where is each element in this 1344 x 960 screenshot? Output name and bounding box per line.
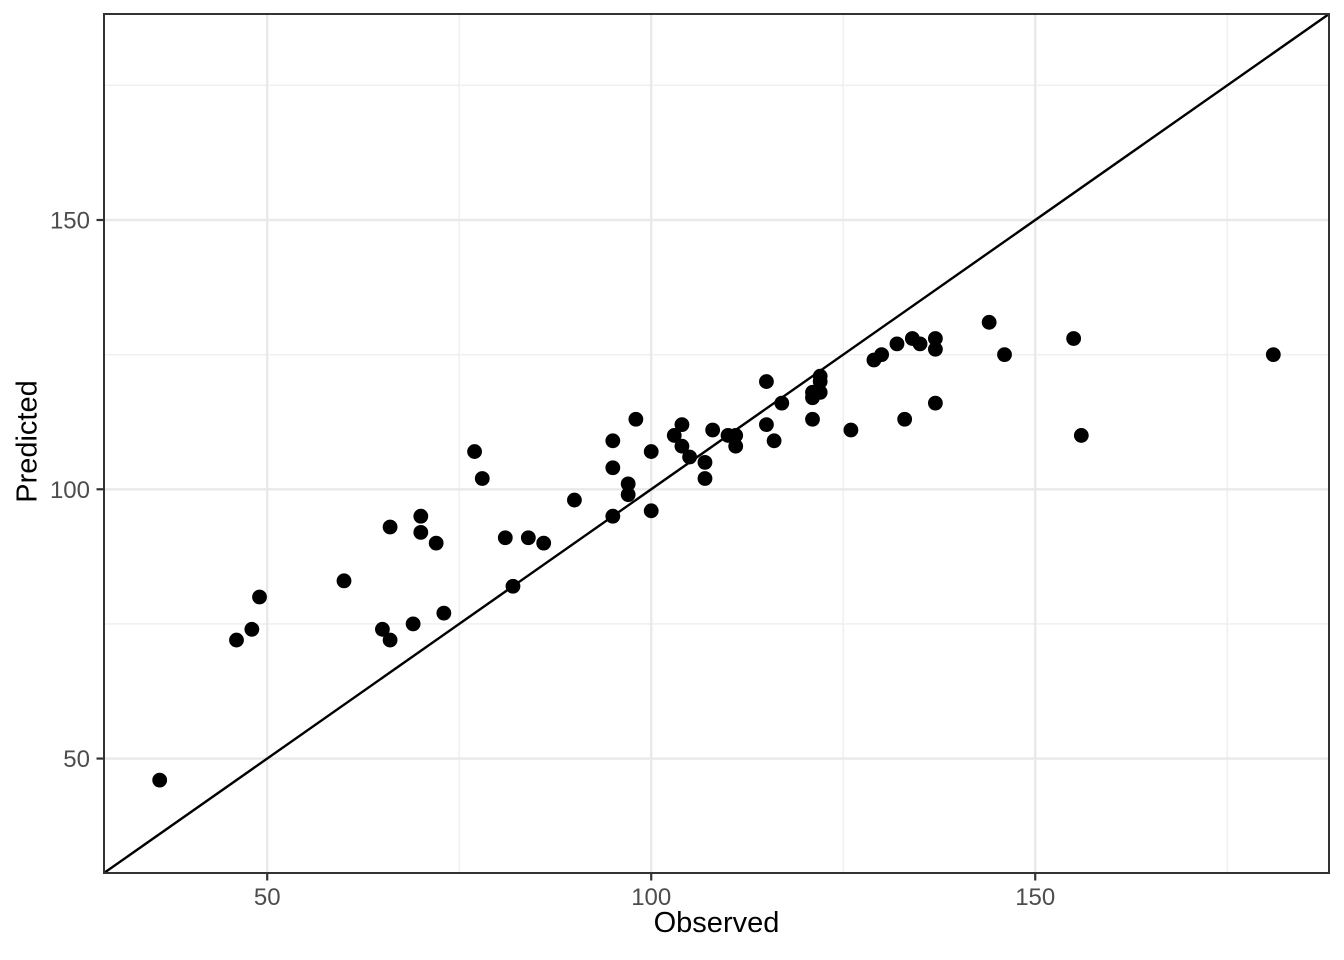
data-point (428, 535, 444, 551)
data-point (643, 503, 659, 519)
y-tick-label: 100 (50, 477, 90, 504)
data-point (728, 428, 744, 443)
data-point (436, 605, 452, 621)
data-point (474, 471, 490, 486)
data-point (497, 530, 513, 546)
data-point (336, 573, 352, 589)
data-point (605, 508, 621, 524)
data-point (605, 460, 621, 476)
y-tick-label: 150 (50, 207, 90, 234)
data-point (843, 422, 859, 438)
data-point (812, 384, 828, 400)
data-point (674, 417, 690, 433)
data-point (620, 476, 636, 492)
data-point (244, 621, 260, 637)
data-point (152, 772, 168, 788)
data-point (467, 444, 482, 459)
y-axis-title: Predicted (11, 380, 44, 503)
data-point (728, 438, 744, 454)
x-tick-label: 150 (1015, 884, 1055, 911)
data-point (536, 535, 552, 551)
data-point (705, 422, 721, 438)
data-point (1066, 331, 1082, 346)
data-point (674, 438, 690, 454)
data-point (413, 508, 429, 524)
data-point (697, 454, 713, 470)
data-point (759, 374, 774, 389)
data-point (405, 616, 421, 632)
data-point (567, 492, 582, 508)
data-point (927, 331, 943, 346)
data-point (605, 433, 621, 449)
data-point (520, 530, 536, 546)
data-point (1073, 428, 1089, 443)
data-point (252, 589, 267, 605)
x-axis-title: Observed (653, 907, 780, 939)
panel-border (103, 13, 1330, 874)
x-tick-label: 50 (254, 884, 281, 911)
data-point (643, 444, 659, 459)
data-point (628, 411, 644, 427)
data-point (505, 578, 521, 594)
data-point (666, 428, 682, 443)
data-point (413, 524, 429, 540)
data-point (997, 347, 1012, 363)
data-point (229, 632, 244, 648)
data-point (766, 433, 782, 449)
data-point (1265, 347, 1281, 363)
data-point (897, 411, 913, 427)
data-point (912, 336, 928, 352)
data-point (375, 621, 390, 637)
data-point (697, 471, 713, 486)
data-point (382, 632, 398, 648)
data-point (927, 395, 943, 411)
x-tick-label: 100 (631, 884, 671, 911)
data-point (759, 417, 774, 433)
data-point (927, 341, 943, 357)
data-point (874, 347, 890, 363)
data-point (620, 487, 636, 503)
data-point (981, 314, 997, 330)
data-point (805, 411, 820, 427)
data-point (812, 368, 828, 384)
data-point (382, 519, 398, 535)
y-tick-label: 50 (63, 746, 90, 773)
data-point (774, 395, 790, 411)
data-point (682, 449, 698, 465)
data-point (889, 336, 905, 352)
identity-line (103, 13, 1330, 874)
